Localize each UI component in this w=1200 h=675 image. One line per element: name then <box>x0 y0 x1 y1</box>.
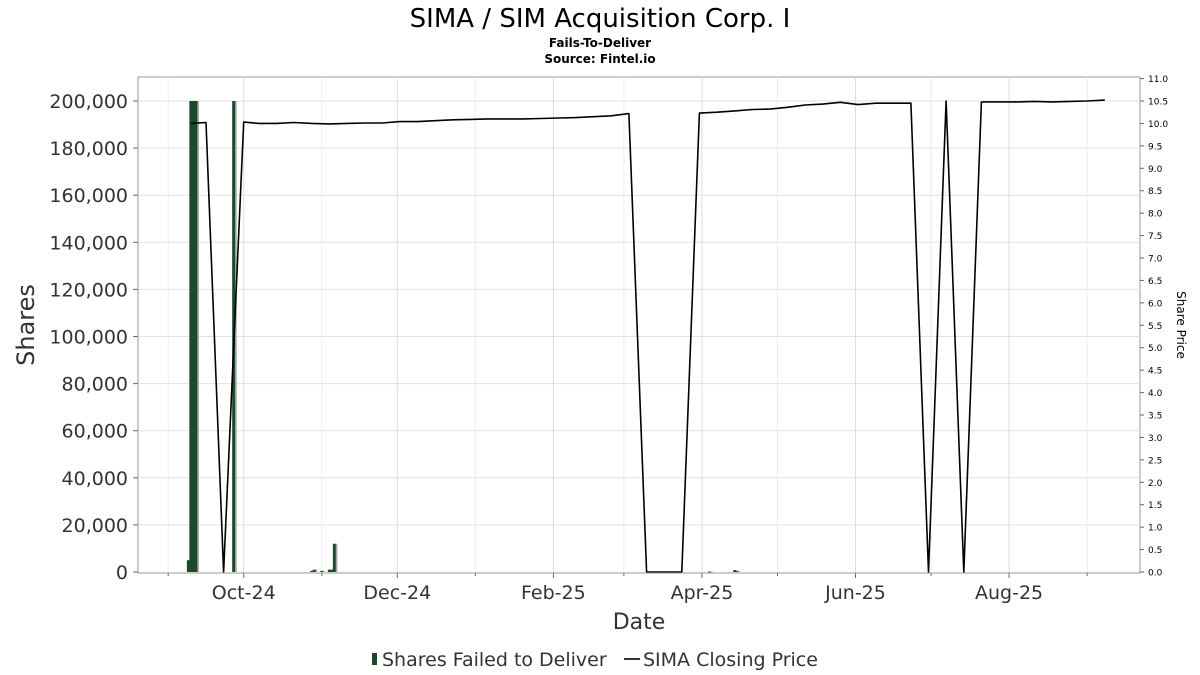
fails-bar-shadow <box>315 569 318 572</box>
y2-tick-label: 7.5 <box>1148 232 1162 242</box>
y2-tick-label: 5.5 <box>1148 322 1162 332</box>
legend-label-fails: Shares Failed to Deliver <box>382 649 607 671</box>
y2-axis: 0.0 0.5 1.0 1.5 2.0 2.5 3.0 3.5 4.0 4.5 5.0 5.5 6.0 6… <box>1140 75 1168 579</box>
fails-bar <box>735 571 739 573</box>
legend-swatch-fails <box>372 653 377 665</box>
x-tick-label: Dec-24 <box>363 582 431 604</box>
y2-tick-label: 4.0 <box>1148 389 1163 399</box>
fails-bar-shadow <box>323 570 325 572</box>
y2-tick-label: 8.5 <box>1148 187 1162 197</box>
x-tick-label: Aug-25 <box>975 582 1043 604</box>
grid <box>138 77 1140 573</box>
y-axis-label: Shares <box>12 284 40 366</box>
price-line <box>190 99 1105 573</box>
y-tick-label: 180,000 <box>49 138 128 160</box>
y2-tick-label: 5.0 <box>1148 344 1163 354</box>
legend-label-price: SIMA Closing Price <box>643 649 818 671</box>
y-tick-label: 200,000 <box>49 91 128 113</box>
fails-bar <box>330 569 334 572</box>
fails-bar <box>327 569 331 572</box>
y-tick-label: 80,000 <box>62 374 128 396</box>
x-tick-label: Oct-24 <box>212 582 276 604</box>
y-axis: 0 20,000 40,000 60,000 80,000 100,000 120,000 1… <box>49 91 138 584</box>
chart-source: Source: Fintel.io <box>544 52 655 66</box>
fails-bar <box>194 101 198 572</box>
y2-tick-label: 9.5 <box>1148 142 1162 152</box>
fails-bar <box>332 543 336 572</box>
y2-tick-label: 2.0 <box>1148 479 1163 489</box>
legend: Shares Failed to Deliver SIMA Closing Pr… <box>372 649 818 671</box>
y2-tick-label: 2.5 <box>1148 456 1162 466</box>
y-tick-label: 60,000 <box>62 421 128 443</box>
fails-bar-shadow <box>335 543 338 572</box>
fails-bar <box>310 570 314 572</box>
y2-tick-label: 11.0 <box>1148 75 1168 85</box>
fails-bar <box>189 101 193 572</box>
fails-bar <box>320 570 324 572</box>
y-tick-label: 100,000 <box>49 327 128 349</box>
fails-bar-shadow <box>235 101 237 572</box>
y2-tick-label: 0.5 <box>1148 546 1162 556</box>
y2-tick-label: 6.0 <box>1148 299 1163 309</box>
fails-bar <box>191 101 195 572</box>
plot-area <box>137 76 1141 574</box>
fails-bar <box>733 570 737 572</box>
x-axis-label: Date <box>613 610 666 635</box>
x-axis: Oct-24 Dec-24 Feb-25 Apr-25 Jun-25 Aug-25 <box>138 572 1140 604</box>
y-tick-label: 20,000 <box>62 515 128 537</box>
fails-bar-shadow <box>738 571 741 573</box>
y2-tick-label: 10.0 <box>1148 120 1168 130</box>
y2-tick-label: 7.0 <box>1148 255 1163 265</box>
y-tick-label: 120,000 <box>49 279 128 301</box>
fails-bar-shadow <box>710 571 713 573</box>
y-tick-label: 160,000 <box>49 185 128 207</box>
y2-tick-label: 8.0 <box>1148 210 1163 220</box>
y2-tick-label: 4.5 <box>1148 367 1162 377</box>
y-tick-label: 0 <box>116 562 128 584</box>
y2-tick-label: 1.0 <box>1148 524 1163 534</box>
fails-bar <box>312 569 316 572</box>
y2-tick-label: 10.5 <box>1148 98 1168 108</box>
y2-tick-label: 3.5 <box>1148 412 1162 422</box>
x-tick-label: Feb-25 <box>521 582 586 604</box>
y2-tick-label: 6.5 <box>1148 277 1162 287</box>
chart-subtitle: Fails-To-Deliver <box>549 36 651 50</box>
y2-tick-label: 0.0 <box>1148 569 1163 579</box>
y2-tick-label: 1.5 <box>1148 501 1162 511</box>
x-tick-label: Jun-25 <box>824 582 886 604</box>
x-tick-label: Apr-25 <box>671 582 734 604</box>
fails-bar <box>707 571 711 573</box>
fails-bar <box>186 560 190 572</box>
fails-bar-shadow <box>736 570 738 572</box>
chart-title: SIMA / SIM Acquisition Corp. I <box>410 4 791 34</box>
y2-axis-label: Share Price <box>1174 291 1188 359</box>
fails-bar-shadow <box>197 101 199 572</box>
y2-tick-label: 3.0 <box>1148 434 1163 444</box>
y-tick-label: 140,000 <box>49 232 128 254</box>
price-line-group <box>190 99 1105 573</box>
y-tick-label: 40,000 <box>62 468 128 490</box>
y2-tick-label: 9.0 <box>1148 165 1163 175</box>
